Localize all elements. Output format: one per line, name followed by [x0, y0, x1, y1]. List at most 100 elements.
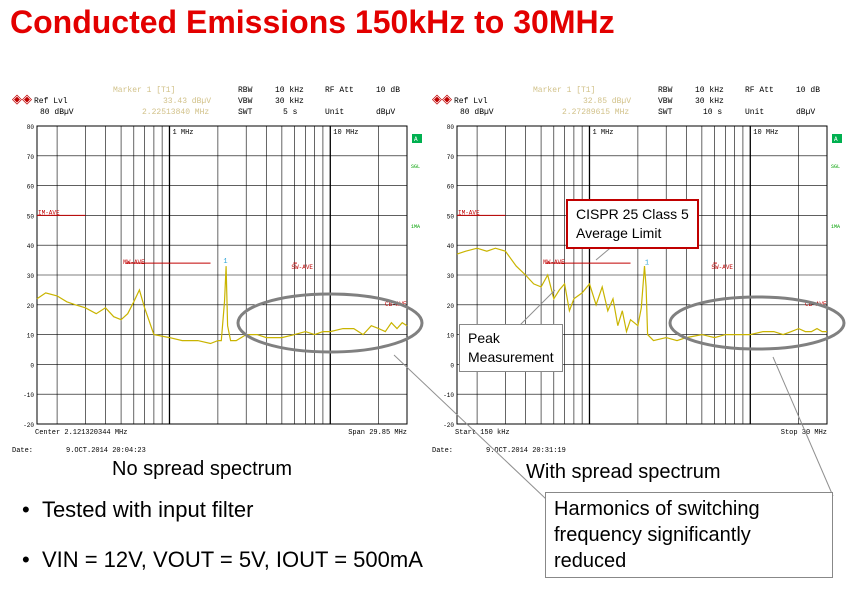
peak-line2: Measurement	[468, 348, 554, 365]
side-label: A	[414, 136, 418, 143]
y-tick-label: 50	[27, 213, 35, 220]
rbw-label: RBW	[238, 86, 253, 95]
limit-label: IM-AVE	[458, 209, 480, 216]
ref-level-label: Ref Lvl	[454, 97, 488, 106]
y-tick-label: 0	[450, 362, 454, 369]
vbw-value: 30 kHz	[695, 97, 724, 106]
y-tick-label: 10	[447, 333, 455, 340]
swt-label: SWT	[658, 108, 673, 117]
y-tick-label: 40	[27, 243, 35, 250]
ref-level-value: 80 dBµV	[460, 108, 494, 117]
y-tick-label: 80	[27, 124, 35, 131]
caption-spread: With spread spectrum	[526, 461, 721, 483]
harmonics-callout: Harmonics of switching frequency signifi…	[545, 492, 833, 578]
marker-label: Marker 1 [T1]	[113, 86, 175, 95]
date-label: Date:	[432, 447, 453, 455]
bullet-item: • Tested with input filter	[22, 497, 254, 522]
rf-att-label: RF Att	[325, 86, 354, 95]
limit-label: SW-AVE	[291, 264, 313, 271]
cispr-line1: CISPR 25 Class 5	[576, 206, 689, 222]
limit-label: SW-AVE	[711, 264, 733, 271]
ref-level-label: Ref Lvl	[34, 97, 68, 106]
swt-value: 5 s	[283, 108, 298, 117]
emission-trace	[456, 247, 827, 342]
pointer-line	[519, 289, 556, 326]
cispr-limit-callout: CISPR 25 Class 5 Average Limit	[566, 199, 699, 249]
side-indicator	[832, 134, 842, 143]
side-label: A	[834, 136, 838, 143]
y-tick-label: -10	[443, 392, 454, 399]
rs-logo-icon: ◈◈	[12, 92, 32, 107]
y-tick-label: 30	[27, 273, 35, 280]
harmonics-line3: reduced	[554, 550, 627, 572]
rf-att-value: 10 dB	[376, 86, 400, 95]
cispr-line2: Average Limit	[576, 224, 662, 241]
y-tick-label: 70	[447, 154, 455, 161]
y-tick-label: 50	[447, 213, 455, 220]
x-freq-label: 1 MHz	[172, 129, 193, 137]
peak-measurement-callout: Peak Measurement	[459, 324, 563, 372]
pointer-line	[393, 354, 566, 518]
bullet-text-2: VIN = 12V, VOUT = 5V, IOUT = 500mA	[41, 547, 423, 572]
harmonics-line2: frequency significantly	[554, 524, 751, 546]
x-freq-label: 10 MHz	[333, 129, 358, 137]
y-tick-label: 60	[447, 184, 455, 191]
footer-left: Start 150 kHz	[455, 429, 510, 437]
rs-logo-icon: ◈◈	[432, 92, 452, 107]
rbw-value: 10 kHz	[695, 86, 724, 95]
limit-label: IM-AVE	[38, 209, 60, 216]
caption-no-spread: No spread spectrum	[112, 458, 293, 480]
y-tick-label: 20	[27, 303, 35, 310]
marker-level: 33.43 dBµV	[163, 97, 211, 106]
date-value: 9.OCT.2014 20:31:19	[486, 447, 566, 455]
harmonics-line1: Harmonics of switching	[554, 498, 760, 520]
y-tick-label: 80	[447, 124, 455, 131]
swt-value: 10 s	[703, 108, 722, 117]
peak-line1: Peak	[468, 330, 500, 346]
unit-value: dBµV	[796, 108, 815, 117]
highlight-ellipse	[236, 292, 424, 354]
unit-label: Unit	[325, 108, 344, 117]
rbw-label: RBW	[658, 86, 673, 95]
footer-left: Center 2.121320344 MHz	[35, 429, 127, 437]
side-indicator	[412, 134, 422, 143]
x-freq-label: 1 MHz	[592, 129, 613, 137]
rbw-value: 10 kHz	[275, 86, 304, 95]
y-tick-label: 40	[447, 243, 455, 250]
marker-frequency: 2.27289615 MHz	[562, 108, 629, 117]
marker-frequency: 2.22513840 MHz	[142, 108, 209, 117]
side-label: SGL	[831, 164, 840, 170]
y-tick-label: 10	[27, 333, 35, 340]
rf-att-label: RF Att	[745, 86, 774, 95]
footer-right: Span 29.85 MHz	[348, 429, 407, 437]
date-label: Date:	[12, 447, 33, 455]
bullet-text-1: Tested with input filter	[41, 497, 254, 522]
y-tick-label: 60	[27, 184, 35, 191]
pointer-line	[772, 356, 834, 497]
y-tick-label: 30	[447, 273, 455, 280]
unit-label: Unit	[745, 108, 764, 117]
vbw-label: VBW	[658, 97, 673, 106]
y-tick-label: -20	[443, 422, 454, 429]
y-tick-label: 70	[27, 154, 35, 161]
limit-label: MW-AVE	[543, 259, 565, 266]
x-freq-label: 10 MHz	[753, 129, 778, 137]
marker-level: 32.85 dBµV	[583, 97, 631, 106]
bullet-item: • VIN = 12V, VOUT = 5V, IOUT = 500mA	[22, 547, 423, 572]
vbw-value: 30 kHz	[275, 97, 304, 106]
date-value: 9.OCT.2014 20:04:23	[66, 447, 146, 455]
ref-level-value: 80 dBµV	[40, 108, 74, 117]
slide-title: Conducted Emissions 150kHz to 30MHz	[10, 4, 615, 40]
y-tick-label: 0	[30, 362, 34, 369]
footer-right: Stop 30 MHz	[781, 429, 827, 437]
side-label: SGL	[411, 164, 420, 170]
highlight-ellipse	[668, 295, 846, 351]
y-tick-label: 20	[447, 303, 455, 310]
y-tick-label: -10	[23, 392, 34, 399]
y-tick-label: -20	[23, 422, 34, 429]
swt-label: SWT	[238, 108, 253, 117]
marker-label: Marker 1 [T1]	[533, 86, 595, 95]
unit-value: dBµV	[376, 108, 395, 117]
marker-1: 1	[223, 258, 227, 266]
